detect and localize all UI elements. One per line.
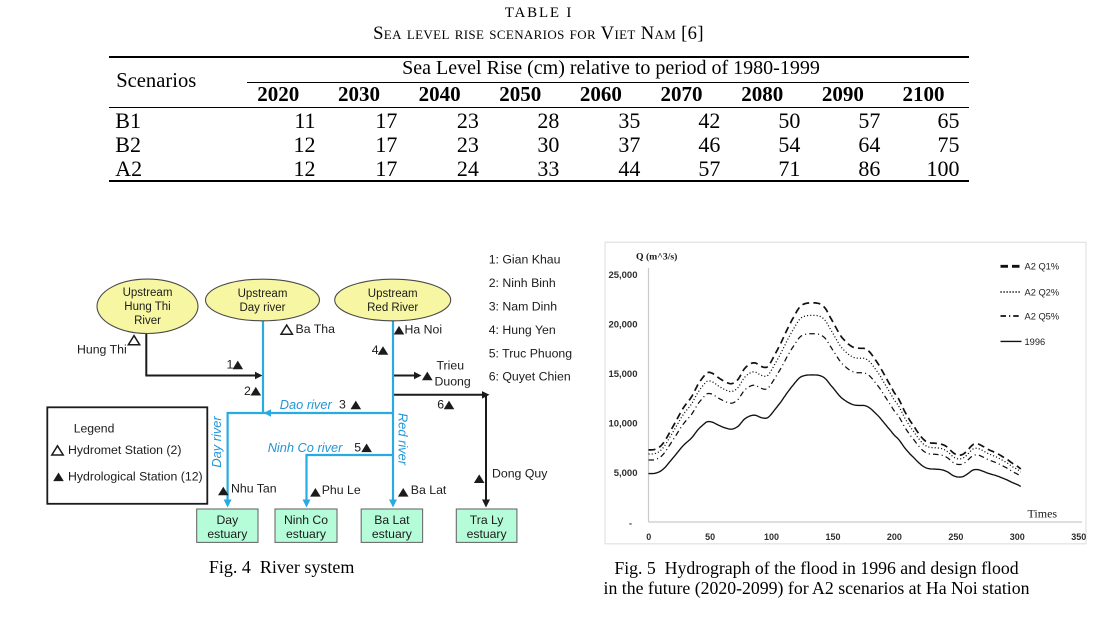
svg-text:Red River: Red River	[367, 302, 418, 314]
svg-text:300: 300	[1010, 532, 1025, 542]
svg-text:200: 200	[887, 532, 902, 542]
svg-text:Nhu Tan: Nhu Tan	[231, 482, 277, 496]
svg-text:3: Nam Dinh: 3: Nam Dinh	[489, 300, 558, 314]
svg-text:Hung Thi: Hung Thi	[124, 301, 170, 313]
svg-text:Ha Noi: Ha Noi	[405, 323, 443, 337]
svg-text:4: 4	[372, 343, 379, 357]
svg-text:Day: Day	[217, 513, 240, 527]
svg-text:estuary: estuary	[372, 527, 413, 541]
svg-text:River: River	[134, 315, 161, 327]
svg-text:50: 50	[705, 532, 715, 542]
svg-text:Dong Quy: Dong Quy	[492, 466, 548, 480]
svg-text:Ba Tha: Ba Tha	[296, 322, 336, 336]
svg-text:5,000: 5,000	[614, 468, 638, 479]
svg-text:Ba Lat: Ba Lat	[411, 483, 447, 497]
svg-text:Dao river: Dao river	[280, 397, 333, 412]
svg-text:A2 Q2%: A2 Q2%	[1025, 287, 1060, 297]
svg-text:350: 350	[1071, 532, 1086, 542]
svg-text:Duong: Duong	[435, 374, 471, 388]
svg-text:6: Quyet Chien: 6: Quyet Chien	[489, 370, 571, 384]
svg-text:Hydrological Station (12): Hydrological Station (12)	[68, 470, 203, 484]
svg-text:estuary: estuary	[286, 527, 327, 541]
svg-text:4: Hung Yen: 4: Hung Yen	[489, 323, 556, 337]
svg-text:25,000: 25,000	[608, 270, 637, 281]
svg-text:6: 6	[437, 398, 444, 412]
svg-text:Q (m^3/s): Q (m^3/s)	[636, 252, 677, 263]
svg-text:0: 0	[646, 532, 651, 542]
svg-text:Trieu: Trieu	[437, 358, 465, 372]
svg-text:1: 1	[227, 358, 234, 372]
svg-text:250: 250	[948, 532, 963, 542]
svg-text:A2 Q1%: A2 Q1%	[1025, 262, 1060, 272]
svg-text:Legend: Legend	[74, 422, 115, 436]
svg-text:Upstream: Upstream	[368, 288, 418, 300]
svg-text:1996: 1996	[1025, 337, 1046, 347]
svg-text:15,000: 15,000	[608, 369, 637, 380]
svg-text:10,000: 10,000	[608, 418, 637, 429]
svg-text:2: 2	[244, 384, 251, 398]
svg-text:Day river: Day river	[239, 302, 285, 314]
svg-text:Ba Lat: Ba Lat	[374, 513, 410, 527]
svg-text:Upstream: Upstream	[238, 288, 288, 300]
svg-text:Hydromet Station (2): Hydromet Station (2)	[68, 443, 181, 457]
svg-text:-: -	[629, 518, 632, 528]
svg-text:1: Gian Khau: 1: Gian Khau	[489, 253, 561, 267]
svg-text:estuary: estuary	[467, 527, 508, 541]
svg-text:Times: Times	[1028, 507, 1058, 521]
svg-text:A2 Q5%: A2 Q5%	[1025, 311, 1060, 321]
svg-text:Phu Le: Phu Le	[322, 483, 361, 497]
svg-text:Upstream: Upstream	[123, 287, 173, 299]
svg-text:estuary: estuary	[207, 527, 248, 541]
svg-text:150: 150	[825, 532, 840, 542]
svg-text:100: 100	[764, 532, 779, 542]
svg-text:2: Ninh Binh: 2: Ninh Binh	[489, 276, 556, 290]
svg-text:Day river: Day river	[209, 416, 224, 468]
svg-text:Ninh Co river: Ninh Co river	[268, 440, 343, 455]
svg-text:3: 3	[339, 398, 346, 412]
svg-text:Tra Ly: Tra Ly	[470, 513, 505, 527]
svg-text:Hung Thi: Hung Thi	[77, 343, 127, 357]
svg-text:20,000: 20,000	[608, 320, 637, 331]
svg-text:5: 5	[354, 441, 361, 455]
svg-text:Red river: Red river	[395, 413, 410, 466]
svg-text:Ninh Co: Ninh Co	[284, 513, 328, 527]
svg-text:5: Truc Phuong: 5: Truc Phuong	[489, 346, 573, 360]
